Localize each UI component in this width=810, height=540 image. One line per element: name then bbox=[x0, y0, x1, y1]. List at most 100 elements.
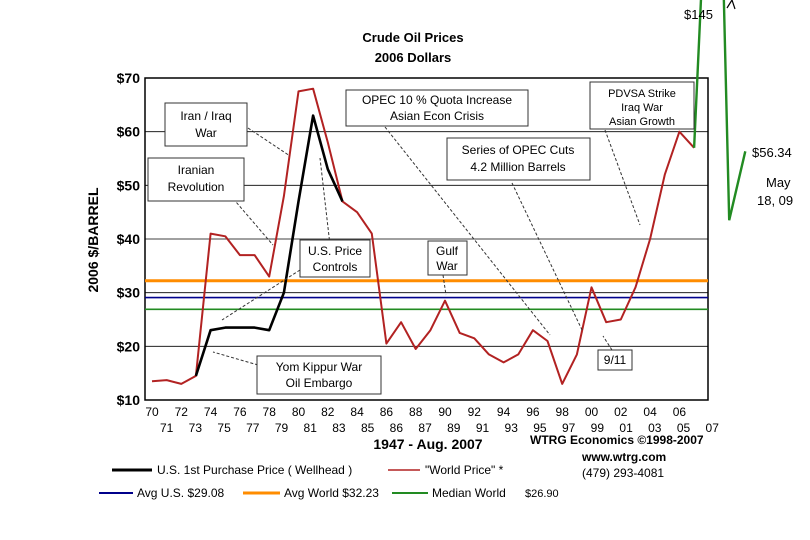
annotation-line: Iran / Iraq bbox=[180, 109, 231, 123]
annotation-line: Asian Growth bbox=[609, 116, 675, 128]
annotation-gulf-war: Gulf War bbox=[427, 240, 468, 276]
x-tick-label: 99 bbox=[591, 421, 605, 435]
x-tick-label: 93 bbox=[505, 421, 519, 435]
x-tick-label: 82 bbox=[321, 405, 335, 419]
chart-title: Crude Oil Prices bbox=[362, 30, 463, 45]
x-tick-label: 87 bbox=[418, 421, 432, 435]
y-axis-label: 2006 $/BARREL bbox=[85, 187, 101, 292]
y-tick-label: $30 bbox=[117, 285, 141, 301]
annotation-us-price-controls: U.S. Price Controls bbox=[299, 239, 371, 278]
spike-date-label: May bbox=[766, 175, 791, 190]
arrow-iranian-revolution bbox=[229, 194, 274, 246]
x-tick-label: 89 bbox=[447, 421, 461, 435]
credit-line: WTRG Economics ©1998-2007 bbox=[530, 433, 704, 447]
x-tick-label: 84 bbox=[350, 405, 364, 419]
spike-peak-label: $145 bbox=[684, 7, 713, 22]
y-tick-label: $20 bbox=[117, 338, 141, 354]
legend-label: Avg U.S. $29.08 bbox=[137, 486, 224, 500]
annotation-line: Controls bbox=[313, 260, 358, 274]
annotation-line: Asian Econ Crisis bbox=[390, 109, 484, 123]
annotation-line: Iranian bbox=[178, 163, 215, 177]
y-tick-label: $50 bbox=[117, 177, 141, 193]
x-tick-label: 02 bbox=[614, 405, 628, 419]
x-tick-label: 75 bbox=[217, 421, 231, 435]
arrow-yom-kippur bbox=[212, 351, 259, 366]
legend-label: "World Price" * bbox=[425, 463, 504, 477]
x-tick-label: 94 bbox=[497, 405, 511, 419]
reference-lines bbox=[145, 279, 708, 311]
x-tick-label: 79 bbox=[275, 421, 289, 435]
spike-end-label: $56.34 bbox=[752, 145, 792, 160]
annotation-pdvsa: PDVSA Strike Iraq War Asian Growth bbox=[589, 81, 695, 130]
arrow-nine-eleven bbox=[602, 335, 613, 351]
x-tick-label: 96 bbox=[526, 405, 540, 419]
x-tick-label: 05 bbox=[677, 421, 691, 435]
x-tick-label: 97 bbox=[562, 421, 576, 435]
credit-line: www.wtrg.com bbox=[581, 450, 666, 464]
x-tick-label: 86 bbox=[380, 405, 394, 419]
annotation-line: U.S. Price bbox=[308, 244, 362, 258]
x-axis-label: 1947 - Aug. 2007 bbox=[373, 436, 482, 452]
x-tick-label: 03 bbox=[648, 421, 662, 435]
arrow-iran-iraq bbox=[247, 127, 291, 157]
arrow-opec-quota bbox=[384, 126, 551, 336]
credit-line: (479) 293-4081 bbox=[582, 466, 664, 480]
x-tick-label: 95 bbox=[533, 421, 547, 435]
y-tick-label: $40 bbox=[117, 231, 141, 247]
annotation-line: Oil Embargo bbox=[286, 376, 353, 390]
x-tick-label: 07 bbox=[706, 421, 720, 435]
arrow-price-controls-1 bbox=[319, 157, 331, 246]
legend: U.S. 1st Purchase Price ( Wellhead ) "Wo… bbox=[99, 463, 559, 500]
arrow-opec-cuts bbox=[511, 182, 584, 333]
x-tick-label: 86 bbox=[390, 421, 404, 435]
arrow-pdvsa bbox=[604, 129, 641, 226]
x-tick-label: 01 bbox=[619, 421, 633, 435]
x-tick-label: 76 bbox=[233, 405, 247, 419]
series-line-us-wellhead bbox=[194, 114, 344, 377]
x-tick-label: 81 bbox=[304, 421, 318, 435]
x-tick-label: 00 bbox=[585, 405, 599, 419]
annotation-iranian-revolution: Iranian Revolution bbox=[147, 157, 245, 202]
x-tick-label: 77 bbox=[246, 421, 260, 435]
x-tick-label: 83 bbox=[332, 421, 346, 435]
legend-value: $26.90 bbox=[525, 488, 559, 500]
annotation-line: 4.2 Million Barrels bbox=[470, 160, 565, 174]
annotation-iran-iraq: Iran / Iraq War bbox=[164, 102, 248, 147]
x-tick-label: 98 bbox=[556, 405, 570, 419]
annotation-opec-quota: OPEC 10 % Quota Increase Asian Econ Cris… bbox=[345, 89, 529, 127]
spike-date-label: 18, 09 bbox=[757, 193, 793, 208]
annotation-line: War bbox=[436, 259, 458, 273]
series-line-world-price bbox=[151, 87, 695, 385]
annotation-nine-eleven: 9/11 bbox=[597, 349, 633, 371]
x-tick-label: 06 bbox=[673, 405, 687, 419]
x-tick-label: 91 bbox=[476, 421, 490, 435]
x-tick-label: 74 bbox=[204, 405, 218, 419]
price-series bbox=[151, 0, 747, 385]
arrow-price-controls-2 bbox=[221, 269, 301, 321]
legend-label: U.S. 1st Purchase Price ( Wellhead ) bbox=[157, 463, 352, 477]
y-axis-ticks: $70 $60 $50 $40 $30 $20 $10 bbox=[117, 70, 141, 408]
x-tick-label: 92 bbox=[468, 405, 482, 419]
x-tick-label: 85 bbox=[361, 421, 375, 435]
y-tick-label: $10 bbox=[117, 392, 141, 408]
x-tick-label: 88 bbox=[409, 405, 423, 419]
x-tick-label: 04 bbox=[643, 405, 657, 419]
annotation-line: Yom Kippur War bbox=[276, 360, 362, 374]
x-tick-label: 72 bbox=[175, 405, 189, 419]
annotation-line: Iraq War bbox=[621, 102, 663, 114]
x-tick-label: 70 bbox=[145, 405, 159, 419]
x-tick-label: 80 bbox=[292, 405, 306, 419]
annotation-yom-kippur: Yom Kippur War Oil Embargo bbox=[256, 355, 382, 395]
x-tick-label: 71 bbox=[160, 421, 174, 435]
legend-label: Median World bbox=[432, 486, 506, 500]
x-tick-label: 90 bbox=[438, 405, 452, 419]
arrow-gulf-war bbox=[442, 274, 447, 296]
annotation-opec-cuts: Series of OPEC Cuts 4.2 Million Barrels bbox=[446, 137, 591, 181]
x-tick-label: 73 bbox=[189, 421, 203, 435]
legend-label: Avg World $32.23 bbox=[284, 486, 379, 500]
chart-subtitle: 2006 Dollars bbox=[375, 50, 452, 65]
x-axis-ticks: 70 72 74 76 78 80 82 84 86 88 90 92 94 96 98 00 02 04 06 71… bbox=[145, 405, 719, 435]
x-tick-label: 78 bbox=[263, 405, 277, 419]
annotation-line: 9/11 bbox=[604, 353, 627, 367]
